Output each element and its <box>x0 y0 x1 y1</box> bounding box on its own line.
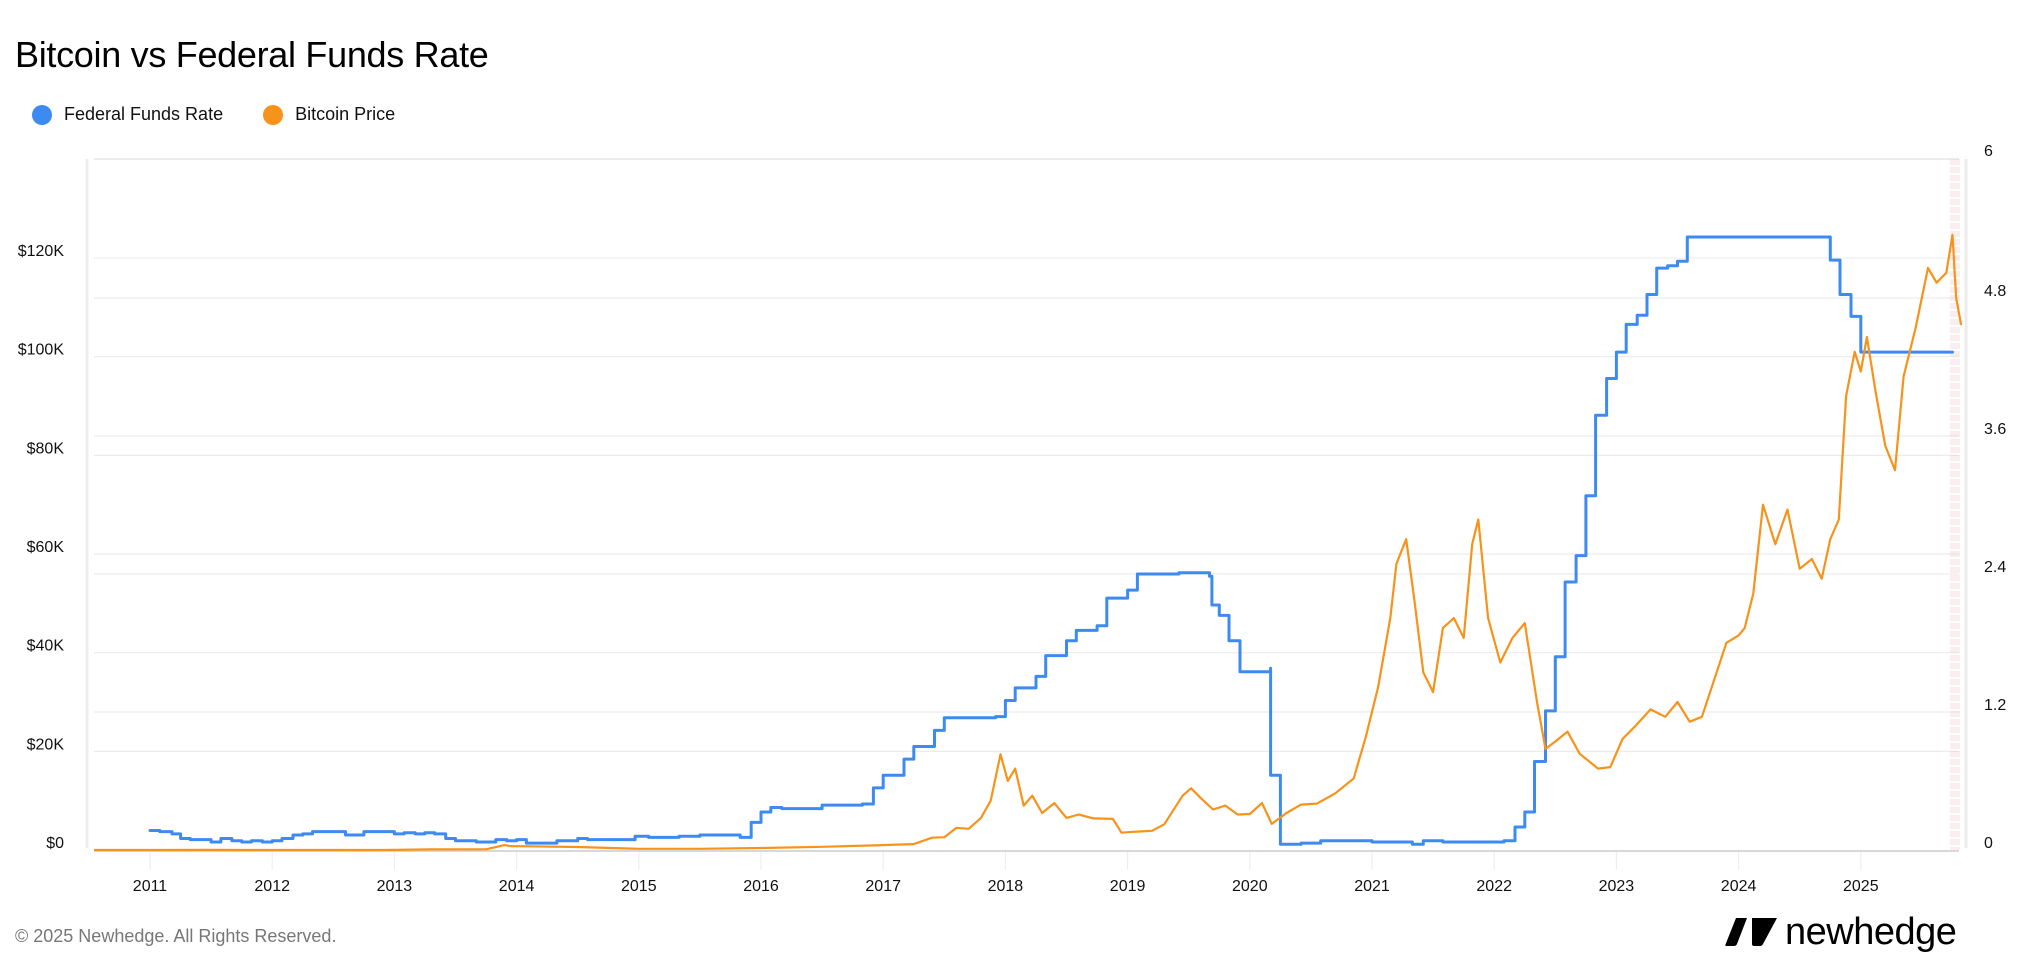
copyright-text: © 2025 Newhedge. All Rights Reserved. <box>15 926 337 946</box>
right-axis-label: 3.6 <box>1984 421 2006 438</box>
legend-label: Federal Funds Rate <box>64 104 224 124</box>
legend-label: Bitcoin Price <box>295 104 396 124</box>
chart-legend: Federal Funds Rate Bitcoin Price <box>32 104 395 125</box>
federal-funds-rate-line[interactable] <box>148 235 1954 846</box>
x-axis-label: 2024 <box>1721 878 1757 895</box>
right-axis-labels: 0 1.2 2.4 3.6 4.8 6 <box>1984 143 2006 852</box>
left-axis-label: $20K <box>27 736 65 753</box>
left-axis-label: $80K <box>27 440 65 457</box>
x-axis-label: 2017 <box>865 878 901 895</box>
right-axis-label: 0 <box>1984 835 1993 852</box>
left-axis-label: $100K <box>18 342 65 359</box>
right-axis-label: 1.2 <box>1984 697 2006 714</box>
right-axis-label: 2.4 <box>1984 559 2006 576</box>
bitcoin-price-line[interactable] <box>93 233 1963 852</box>
page-title: Bitcoin vs Federal Funds Rate <box>15 34 489 75</box>
legend-dot-icon <box>32 104 52 125</box>
legend-dot-icon <box>263 104 284 125</box>
right-axis-label: 4.8 <box>1984 283 2006 300</box>
left-axis-label: $120K <box>18 243 65 260</box>
legend-item-federal-funds-rate[interactable]: Federal Funds Rate <box>32 104 223 125</box>
x-axis-label: 2023 <box>1599 878 1635 895</box>
newhedge-logo[interactable]: newhedge <box>1725 911 1957 953</box>
right-axis-label: 6 <box>1984 143 1993 160</box>
axes <box>85 159 1968 870</box>
newhedge-logo-icon <box>1725 918 1777 946</box>
left-axis-label: $0 <box>46 835 64 852</box>
x-axis-label: 2025 <box>1843 878 1879 895</box>
gridlines <box>94 158 1959 752</box>
left-axis-label: $60K <box>27 539 65 556</box>
left-axis-labels: $0 $20K $40K $60K $80K $100K $120K <box>18 243 65 852</box>
x-axis-label: 2022 <box>1476 878 1512 895</box>
logo-text: newhedge <box>1785 911 1957 953</box>
legend-item-bitcoin-price[interactable]: Bitcoin Price <box>263 104 395 125</box>
x-axis-label: 2013 <box>377 878 413 895</box>
x-axis-label: 2014 <box>499 878 535 895</box>
x-axis-label: 2012 <box>254 878 290 895</box>
x-axis-labels: 2011 2012 2013 2014 2015 2016 2017 2018 2019 2020… <box>133 878 1879 895</box>
x-axis-label: 2018 <box>988 878 1024 895</box>
x-axis-label: 2019 <box>1110 878 1146 895</box>
x-axis-label: 2020 <box>1232 878 1268 895</box>
x-axis-label: 2016 <box>743 878 779 895</box>
left-axis-label: $40K <box>27 638 65 655</box>
data-series <box>93 233 1963 852</box>
x-axis-label: 2021 <box>1354 878 1390 895</box>
x-axis-label: 2011 <box>133 878 168 895</box>
x-axis-label: 2015 <box>621 878 657 895</box>
